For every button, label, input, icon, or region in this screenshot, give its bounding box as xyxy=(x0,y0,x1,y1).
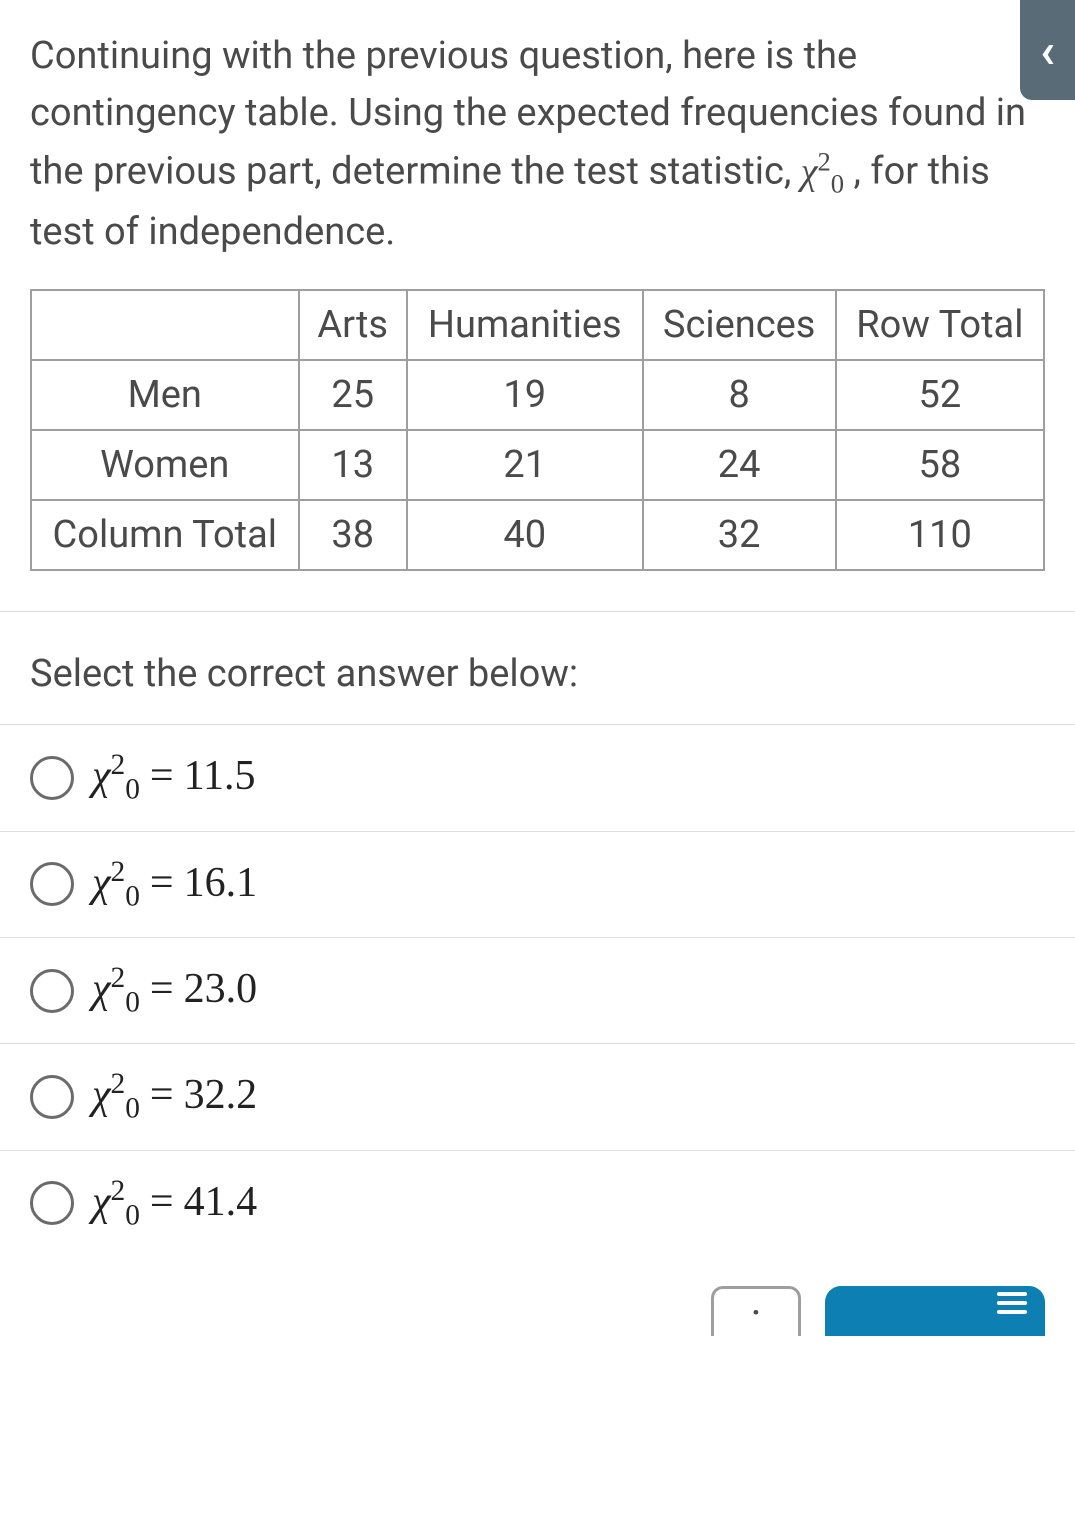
question-text: Continuing with the previous question, h… xyxy=(0,0,1075,289)
contingency-table: Arts Humanities Sciences Row Total Men 2… xyxy=(30,289,1045,571)
table-header-humanities: Humanities xyxy=(407,290,643,360)
table-cell: 32 xyxy=(643,500,836,570)
table-row: Column Total 38 40 32 110 xyxy=(31,500,1044,570)
table-cell: 52 xyxy=(836,360,1044,430)
answer-option[interactable]: χ20=11.5 xyxy=(0,724,1075,830)
table-header-blank xyxy=(31,290,299,360)
radio-icon xyxy=(30,1075,74,1119)
table-header-arts: Arts xyxy=(299,290,407,360)
row-label: Women xyxy=(31,430,299,500)
option-label: χ20=16.1 xyxy=(92,856,257,913)
chi-squared-symbol: χ20 xyxy=(801,151,844,193)
radio-icon xyxy=(30,969,74,1013)
answer-option[interactable]: χ20=32.2 xyxy=(0,1043,1075,1149)
side-collapse-tab[interactable]: ‹ xyxy=(1020,0,1075,100)
table-row: Women 13 21 24 58 xyxy=(31,430,1044,500)
table-header-sciences: Sciences xyxy=(643,290,836,360)
radio-icon xyxy=(30,756,74,800)
table-cell: 25 xyxy=(299,360,407,430)
radio-icon xyxy=(30,862,74,906)
menu-lines-icon xyxy=(997,1292,1027,1314)
table-header-row: Arts Humanities Sciences Row Total xyxy=(31,290,1044,360)
row-label: Men xyxy=(31,360,299,430)
option-label: χ20=32.2 xyxy=(92,1068,257,1125)
answer-option[interactable]: χ20=41.4 xyxy=(0,1150,1075,1256)
contingency-table-wrap: Arts Humanities Sciences Row Total Men 2… xyxy=(0,289,1075,611)
table-cell: 110 xyxy=(836,500,1044,570)
table-cell: 13 xyxy=(299,430,407,500)
select-answer-prompt: Select the correct answer below: xyxy=(0,611,1075,724)
row-label: Column Total xyxy=(31,500,299,570)
table-cell: 8 xyxy=(643,360,836,430)
table-row: Men 25 19 8 52 xyxy=(31,360,1044,430)
dot-icon: · xyxy=(751,1289,762,1338)
table-cell: 38 xyxy=(299,500,407,570)
feedback-tab[interactable] xyxy=(825,1286,1045,1336)
answer-option[interactable]: χ20=23.0 xyxy=(0,937,1075,1043)
hint-tab[interactable]: · xyxy=(711,1286,801,1336)
bottom-bar: · xyxy=(711,1286,1045,1336)
table-cell: 24 xyxy=(643,430,836,500)
table-cell: 19 xyxy=(407,360,643,430)
table-header-rowtotal: Row Total xyxy=(836,290,1044,360)
table-cell: 58 xyxy=(836,430,1044,500)
option-label: χ20=11.5 xyxy=(92,749,256,806)
option-label: χ20=41.4 xyxy=(92,1175,257,1232)
table-cell: 21 xyxy=(407,430,643,500)
option-label: χ20=23.0 xyxy=(92,962,257,1019)
table-cell: 40 xyxy=(407,500,643,570)
radio-icon xyxy=(30,1181,74,1225)
answer-option[interactable]: χ20=16.1 xyxy=(0,831,1075,937)
chevron-left-icon: ‹ xyxy=(1040,22,1055,79)
